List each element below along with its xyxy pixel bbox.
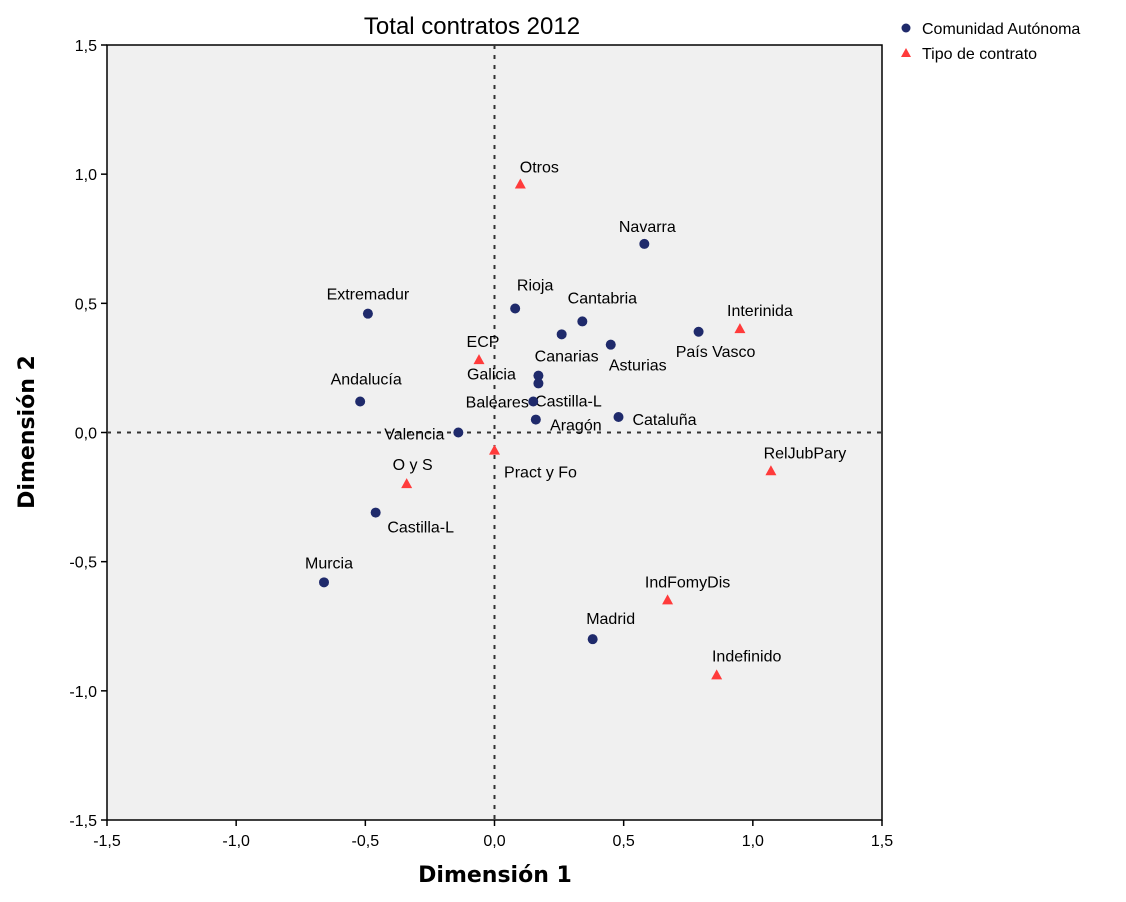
- point-circle: [556, 329, 567, 340]
- point-circle: [639, 238, 650, 249]
- point-triangle: [765, 465, 777, 476]
- point-label: Aragón: [550, 418, 602, 435]
- point-triangle: [514, 178, 526, 189]
- point-circle: [453, 427, 464, 438]
- point-circle: [362, 308, 373, 319]
- point-label: Rioja: [517, 278, 554, 295]
- y-tick-label: 0,5: [75, 296, 97, 313]
- point-label: Otros: [520, 160, 559, 177]
- x-tick-label: 1,5: [871, 833, 893, 850]
- point-circle: [605, 339, 616, 350]
- x-tick-label: 0,0: [483, 833, 505, 850]
- x-tick-label: 0,5: [613, 833, 635, 850]
- point-label: Madrid: [586, 611, 635, 628]
- x-tick-label: 1,0: [742, 833, 764, 850]
- x-axis-label: Dimensión 1: [418, 863, 572, 888]
- point-triangle: [711, 669, 723, 680]
- point-label: Extremadur: [327, 287, 410, 304]
- point-label: Castilla-L: [535, 393, 602, 410]
- y-tick-label: -1,5: [69, 813, 97, 830]
- legend: Comunidad Autónoma Tipo de contrato: [901, 21, 1080, 63]
- point-triangle: [489, 444, 500, 455]
- x-tick-label: -1,0: [222, 833, 250, 850]
- y-axis-label: Dimensión 2: [15, 355, 40, 509]
- point-label: Andalucía: [331, 372, 402, 389]
- y-tick-label: 0,0: [75, 426, 97, 443]
- series-comunidad-autonoma: Navarra Rioja Cantabria Extremadur País Vasc…: [305, 219, 756, 645]
- point-circle: [693, 326, 704, 337]
- point-circle: [528, 396, 539, 407]
- point-label: O y S: [393, 457, 433, 474]
- point-label: País Vasco: [676, 344, 756, 361]
- point-label: Baleares: [466, 395, 529, 412]
- point-label: Navarra: [619, 219, 676, 236]
- point-label: Indefinido: [712, 648, 781, 665]
- plot-area: [106, 44, 883, 821]
- point-label: RelJubPary: [764, 445, 847, 462]
- y-tick-label: -1,0: [69, 684, 97, 701]
- point-label: Galicia: [467, 367, 516, 384]
- point-triangle: [734, 323, 746, 334]
- chart-title: Total contratos 2012: [364, 13, 580, 40]
- legend-marker-circle: [901, 23, 911, 33]
- point-triangle: [473, 354, 485, 365]
- point-circle: [530, 414, 541, 425]
- point-label: Canarias: [535, 348, 599, 365]
- point-label: Interinida: [727, 303, 793, 320]
- point-circle: [587, 634, 598, 645]
- point-circle: [370, 507, 381, 518]
- y-tick-label: 1,5: [75, 38, 97, 55]
- x-tick-label: -1,5: [93, 833, 121, 850]
- axis-ticks: -1,5 -1,0 -0,5 0,0 0,5 1,0 1,5 -1,5 -1,0 -0,5 0,0 0…: [69, 38, 893, 850]
- point-circle: [533, 378, 544, 389]
- data-points: Navarra Rioja Cantabria Extremadur País Vasc…: [305, 160, 846, 680]
- point-label: IndFomyDis: [645, 574, 730, 591]
- y-tick-label: -0,5: [69, 555, 97, 572]
- point-label: Castilla-L: [387, 520, 454, 537]
- point-circle: [613, 412, 624, 422]
- point-triangle: [662, 594, 674, 605]
- legend-entry-label: Comunidad Autónoma: [922, 21, 1080, 38]
- series-tipo-de-contrato: Otros Interinida ECP Pract y Fo RelJubPary O …: [393, 160, 847, 680]
- x-tick-label: -0,5: [352, 833, 380, 850]
- point-circle: [319, 577, 329, 588]
- y-tick-label: 1,0: [75, 167, 97, 184]
- point-circle: [355, 396, 366, 407]
- point-label: Cataluña: [632, 412, 696, 429]
- point-circle: [533, 370, 544, 381]
- point-triangle: [401, 478, 413, 489]
- point-label: Valencia: [384, 427, 444, 444]
- point-label: ECP: [467, 334, 500, 351]
- point-label: Asturias: [609, 358, 667, 375]
- point-circle: [577, 316, 588, 327]
- point-label: Cantabria: [568, 290, 637, 307]
- legend-marker-triangle: [901, 48, 911, 57]
- point-circle: [510, 303, 521, 314]
- point-label: Murcia: [305, 555, 353, 572]
- point-label: Pract y Fo: [504, 465, 577, 482]
- legend-entry-label: Tipo de contrato: [922, 46, 1037, 63]
